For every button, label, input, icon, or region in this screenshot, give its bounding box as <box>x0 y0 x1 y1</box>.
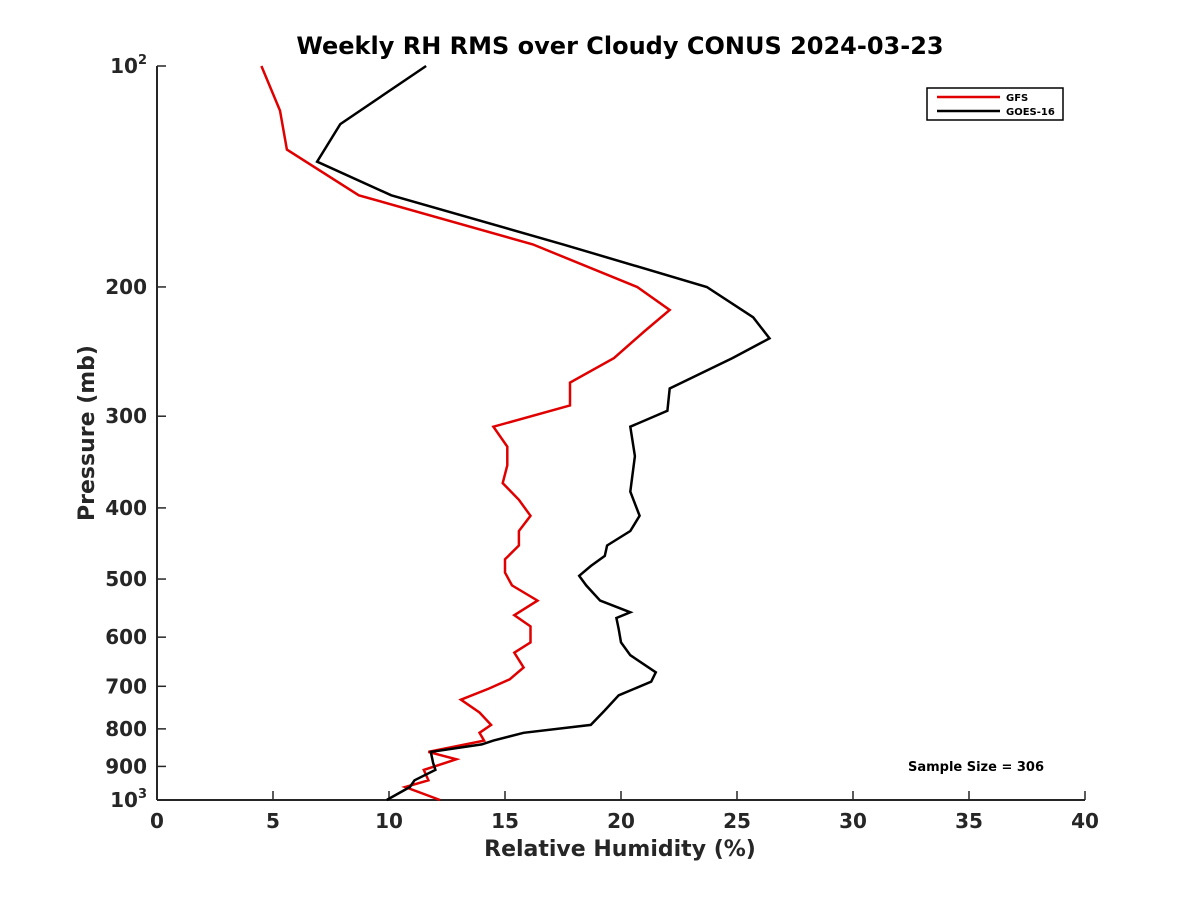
chart-title: Weekly RH RMS over Cloudy CONUS 2024-03-… <box>296 32 943 60</box>
x-tick-label: 10 <box>375 809 403 833</box>
y-axis-label: Pressure (mb) <box>75 345 100 521</box>
y-tick-label: 700 <box>105 674 147 698</box>
y-tick-label: 200 <box>105 275 147 299</box>
y-tick-label: 800 <box>105 717 147 741</box>
series-layer <box>260 64 772 802</box>
x-tick-label: 15 <box>491 809 519 833</box>
y-tick-label: 900 <box>105 754 147 778</box>
y-tick-label: 102 <box>110 53 147 78</box>
y-tick-label: 103 <box>110 787 147 812</box>
x-axis-label: Relative Humidity (%) <box>484 837 756 862</box>
series-line-gfs <box>260 65 672 802</box>
x-tick-label: 40 <box>1071 809 1099 833</box>
legend-label-goes16: GOES-16 <box>1006 107 1055 118</box>
legend: GFS GOES-16 <box>926 87 1064 121</box>
x-tick-label: 25 <box>723 809 751 833</box>
legend-label-gfs: GFS <box>1006 93 1028 104</box>
legend-box <box>926 87 1064 121</box>
x-tick-label: 35 <box>955 809 983 833</box>
y-tick-label: 500 <box>105 567 147 591</box>
y-axis: 102 200 300 400 500 600 700 800 900 103 <box>105 53 166 812</box>
y-tick-label: 600 <box>105 625 147 649</box>
series-line-goes16 <box>315 64 772 802</box>
y-tick-label: 300 <box>105 404 147 428</box>
x-axis: 0 5 10 15 20 25 30 35 40 <box>150 791 1099 833</box>
x-tick-label: 5 <box>266 809 280 833</box>
y-tick-label: 400 <box>105 496 147 520</box>
sample-size-annotation: Sample Size = 306 <box>908 760 1044 775</box>
x-tick-label: 0 <box>150 809 164 833</box>
x-tick-label: 20 <box>607 809 635 833</box>
x-tick-label: 30 <box>839 809 867 833</box>
